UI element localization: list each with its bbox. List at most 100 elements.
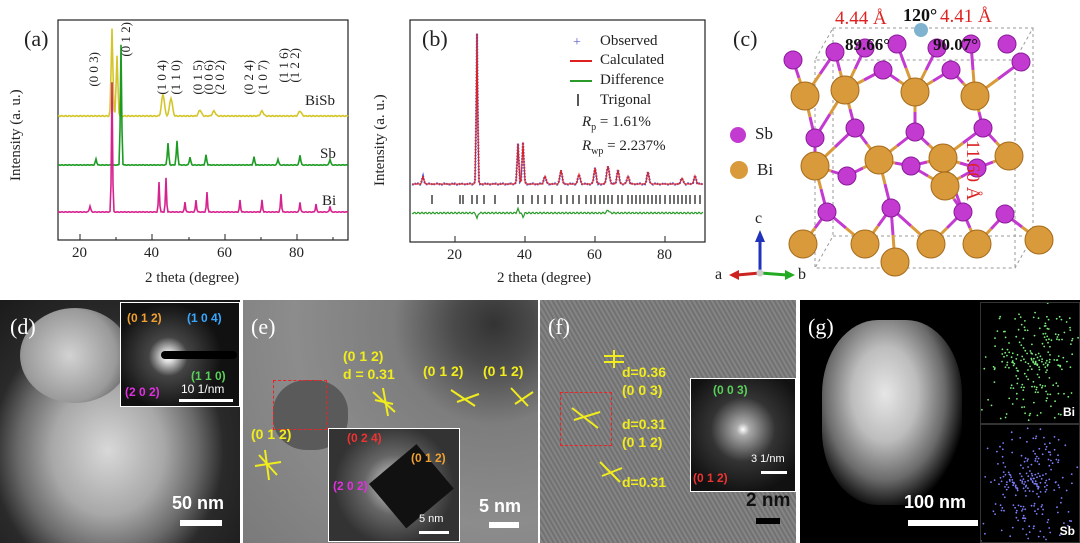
eds-dot: [1023, 483, 1025, 485]
eds-dot: [1058, 315, 1061, 318]
panel-c-structure: [729, 23, 1054, 280]
eds-dot: [1047, 351, 1050, 353]
eds-dot: [1013, 481, 1015, 484]
eds-dot: [1000, 480, 1003, 483]
eds-dot: [1053, 359, 1056, 361]
calculated-pattern: [411, 33, 704, 185]
eds-dot: [1030, 504, 1033, 507]
eds-dot: [1071, 482, 1073, 485]
eds-dot: [1036, 460, 1039, 463]
bi-atom: [994, 141, 1024, 171]
d-inset-scalebar: [179, 399, 233, 402]
eds-dot: [1061, 338, 1063, 341]
eds-dot: [1035, 435, 1038, 438]
bi-atom: [790, 81, 820, 111]
e-ann-012-c: (0 1 2): [483, 363, 524, 379]
eds-dot: [1053, 448, 1056, 451]
b-rp-value: = 1.61%: [599, 114, 651, 130]
eds-dot: [1024, 412, 1026, 415]
eds-dot: [1038, 447, 1041, 450]
b-rwp-value: = 2.237%: [607, 138, 666, 154]
eds-dot: [1001, 455, 1004, 458]
eds-dot: [1002, 493, 1004, 496]
f-ann-012: (0 1 2): [622, 434, 663, 450]
eds-dot: [1022, 389, 1025, 391]
b-legend-trigonal: Trigonal: [600, 92, 652, 108]
d-scalebar: [180, 520, 222, 526]
g-map-bi: Bi: [971, 300, 1080, 469]
eds-dot: [1039, 355, 1042, 358]
panel-c: (c) 4.44 Å 120° 4.41 Å 89.66° 90.07° 11.…: [715, 0, 1080, 300]
eds-dot: [1033, 482, 1036, 485]
eds-dot: [1023, 386, 1025, 389]
eds-dot: [1021, 508, 1024, 510]
eds-dot: [1016, 382, 1019, 385]
c-legend-sb: Sb: [755, 124, 773, 143]
a-miller-110: (1 1 0): [168, 60, 183, 95]
eds-dot: [1070, 473, 1073, 475]
eds-dot: [1044, 362, 1047, 364]
eds-dot: [1039, 491, 1042, 493]
eds-dot: [1030, 478, 1032, 481]
f-fft-inset: (0 0 3) (0 1 2) 3 1/nm: [690, 378, 796, 492]
eds-dot: [987, 398, 989, 401]
e-fringe-marks: [254, 387, 534, 481]
eds-dot: [1030, 368, 1033, 371]
eds-dot: [1023, 460, 1026, 463]
sb-atom: [805, 128, 825, 148]
a-xtick-80: 80: [289, 245, 304, 261]
f-fringe-marks: [571, 350, 624, 483]
eds-dot: [1042, 536, 1045, 538]
eds-dot: [1039, 475, 1041, 478]
eds-dot: [1024, 517, 1027, 520]
eds-dot: [1035, 386, 1038, 389]
eds-dot: [1046, 521, 1049, 524]
eds-dot: [1038, 368, 1041, 371]
eds-dot: [1029, 412, 1032, 415]
eds-dot: [1044, 332, 1047, 335]
eds-dot: [1023, 326, 1026, 329]
g-map-sb: Sb: [969, 391, 1080, 543]
eds-dot: [1025, 375, 1028, 378]
sb-atom: [837, 166, 857, 186]
eds-dot: [990, 481, 992, 483]
eds-dot: [1055, 382, 1058, 385]
eds-dot: [1046, 393, 1049, 396]
eds-dot: [1016, 487, 1019, 489]
eds-dot: [1001, 448, 1004, 451]
eds-dot: [1047, 341, 1049, 344]
panel-b-plot: +: [409, 19, 706, 243]
eds-dot: [1011, 479, 1014, 481]
sb-atom: [873, 60, 893, 80]
sb-atom: [887, 34, 907, 54]
eds-dot: [1021, 383, 1024, 386]
eds-dot: [993, 479, 996, 481]
panel-d: (d) (0 1 2) (1 0 4) (1 1 0) (2 0 2) 10 1…: [0, 300, 240, 543]
eds-dot: [1048, 358, 1051, 361]
eds-dot: [1019, 479, 1022, 482]
eds-dot: [1037, 535, 1040, 538]
eds-dot: [1000, 529, 1003, 532]
f-inset-003: (0 0 3): [713, 383, 748, 397]
legend-observed-marker: +: [573, 35, 581, 50]
eds-dot: [1048, 338, 1050, 341]
a-label-sb: Sb: [320, 146, 336, 162]
eds-dot: [1034, 457, 1037, 460]
eds-dot: [1022, 347, 1025, 349]
eds-dot: [1070, 520, 1073, 522]
eds-dot: [1048, 361, 1051, 364]
eds-dot: [1067, 524, 1069, 527]
eds-dot: [1028, 525, 1031, 528]
eds-dot: [1057, 364, 1059, 366]
eds-dot: [1037, 485, 1040, 488]
bi-atom: [830, 75, 860, 105]
eds-dot: [1037, 472, 1040, 475]
eds-dot: [1047, 458, 1050, 461]
g-map-label-bi: Bi: [1063, 405, 1075, 419]
eds-dot: [1031, 481, 1034, 484]
eds-dot: [992, 510, 995, 513]
eds-dot: [1022, 478, 1025, 480]
eds-dot: [1046, 302, 1049, 304]
eds-dot: [1027, 378, 1030, 381]
eds-dot: [1055, 458, 1058, 461]
